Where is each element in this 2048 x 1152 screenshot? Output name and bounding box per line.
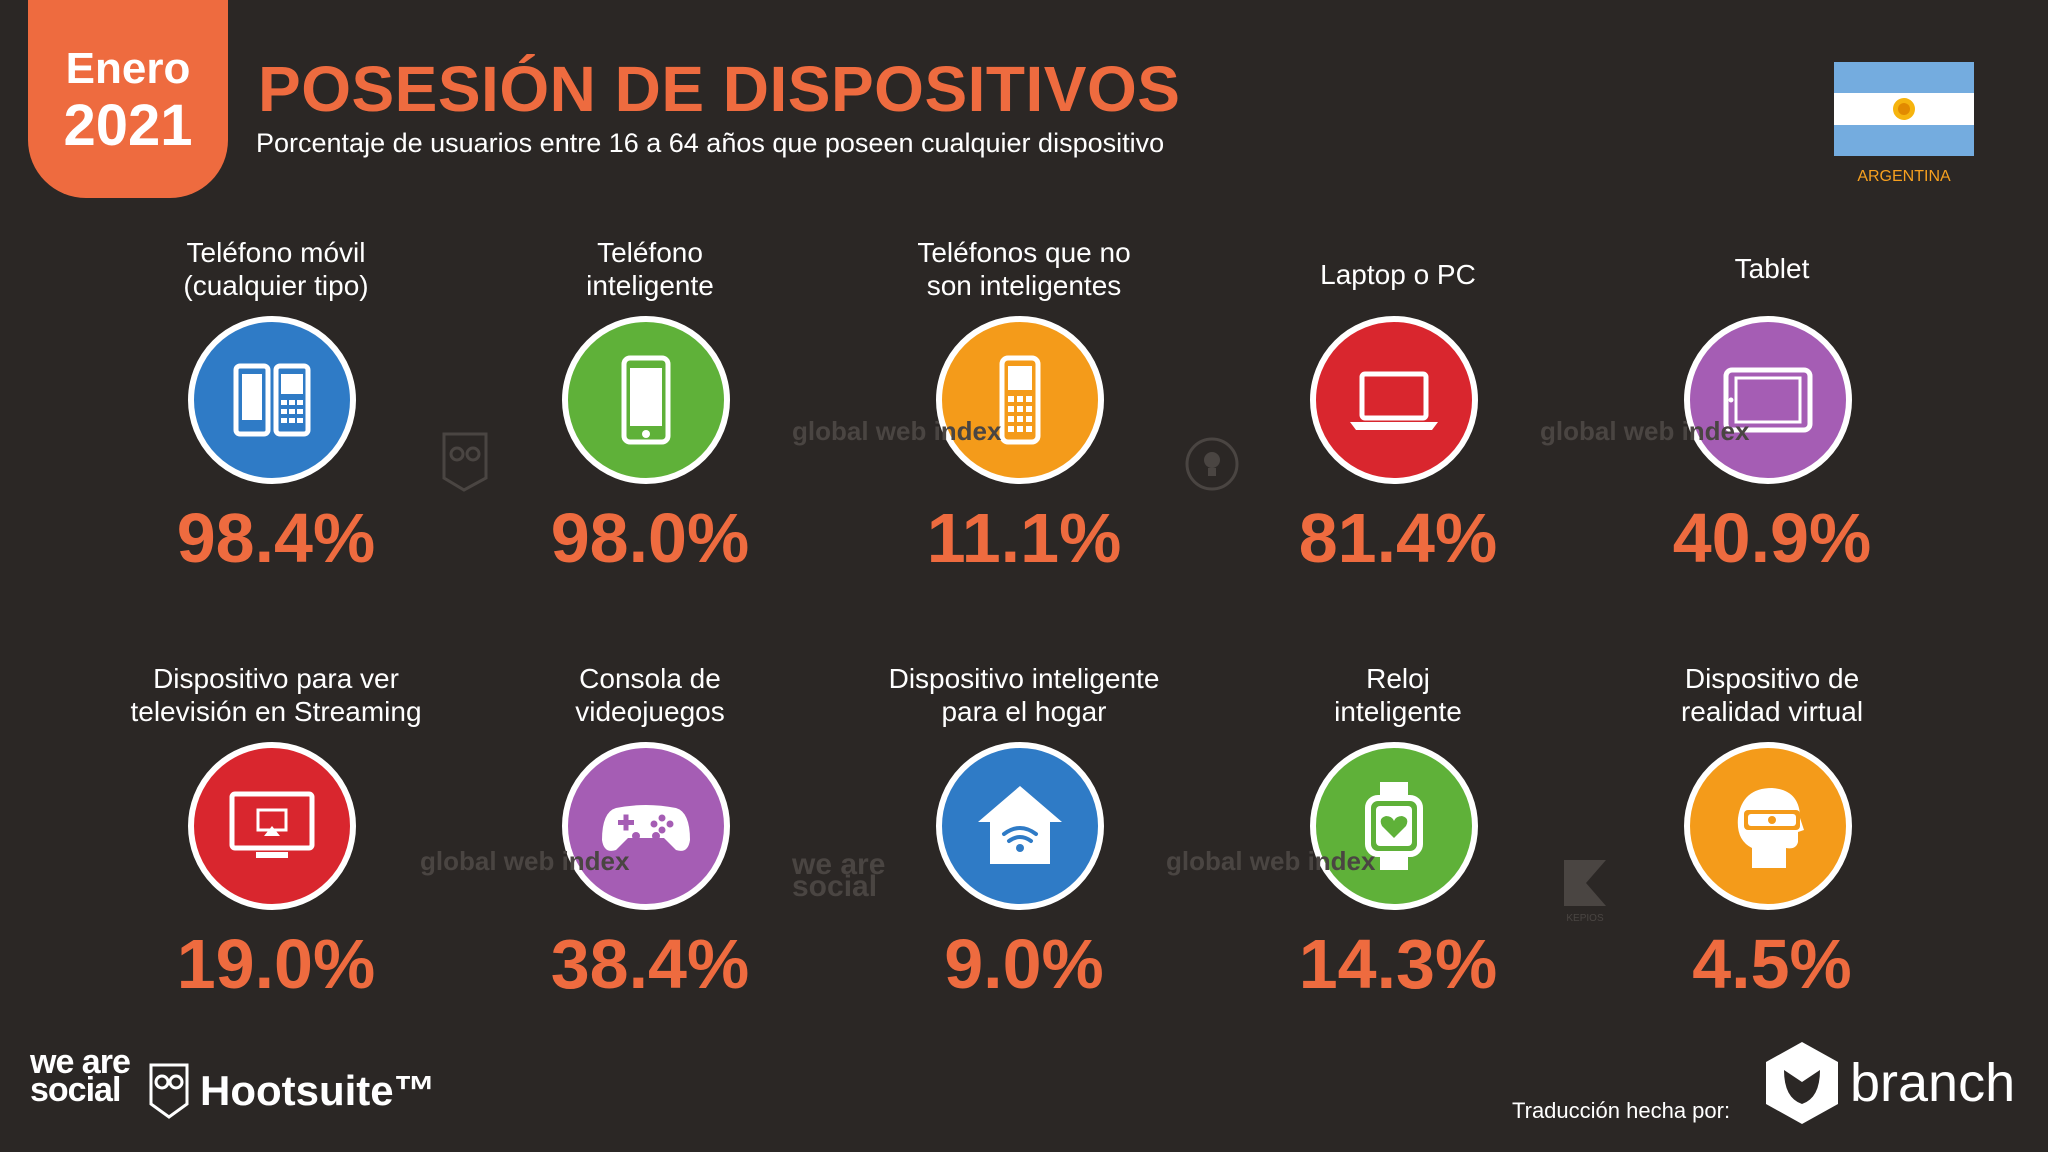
device-label: Dispositivo de realidad virtual bbox=[1680, 663, 1864, 727]
vr-headset-icon bbox=[1684, 742, 1852, 910]
device-card-smartwatch: Reloj inteligente 14.3% bbox=[1228, 662, 1568, 1003]
device-label: Teléfono móvil (cualquier tipo) bbox=[183, 237, 369, 301]
device-card-smartphone: Teléfono inteligente 98.0% bbox=[480, 236, 820, 577]
feature-phone-icon bbox=[936, 316, 1104, 484]
lightbulb-watermark-icon bbox=[1185, 437, 1239, 491]
device-value: 98.0% bbox=[550, 499, 750, 577]
device-card-streaming: Dispositivo para ver televisión en Stream… bbox=[106, 662, 446, 1003]
gwi-watermark: global web index bbox=[420, 846, 630, 876]
device-card-tablet: Tablet 40.9% bbox=[1602, 236, 1942, 577]
device-label: Dispositivo inteligente para el hogar bbox=[888, 663, 1160, 727]
device-label: Consola de videojuegos bbox=[575, 663, 725, 727]
device-value: 14.3% bbox=[1298, 925, 1498, 1003]
device-value: 19.0% bbox=[176, 925, 376, 1003]
device-value: 40.9% bbox=[1672, 499, 1872, 577]
device-value: 81.4% bbox=[1298, 499, 1498, 577]
device-card-feature-phone: Teléfonos que no son inteligentes 11.1% bbox=[854, 236, 1194, 577]
device-label: Reloj inteligente bbox=[1334, 663, 1462, 727]
mobile-phones-icon bbox=[188, 316, 356, 484]
device-value: 38.4% bbox=[550, 925, 750, 1003]
hootsuite-owl-watermark-icon bbox=[442, 432, 488, 492]
argentina-flag-icon bbox=[1834, 62, 1974, 156]
branch-logo: branch bbox=[1764, 1040, 2015, 1126]
device-label: Tablet bbox=[1734, 253, 1810, 284]
device-value: 4.5% bbox=[1692, 925, 1852, 1003]
device-label: Laptop o PC bbox=[1320, 259, 1476, 290]
device-label: Teléfono inteligente bbox=[586, 237, 714, 301]
device-value: 11.1% bbox=[926, 499, 1122, 577]
kepios-watermark-icon bbox=[1564, 860, 1606, 906]
gwi-watermark: global web index bbox=[1166, 846, 1376, 876]
hootsuite-logo: Hootsuite™ bbox=[148, 1062, 436, 1120]
kepios-watermark: KEPIOS bbox=[1560, 858, 1610, 924]
we-are-social-logo: we are social bbox=[30, 1043, 131, 1109]
device-label: Dispositivo para ver televisión en Stream… bbox=[130, 663, 422, 727]
translation-credit: Traducción hecha por: bbox=[1512, 1098, 1731, 1123]
smartphone-icon bbox=[562, 316, 730, 484]
device-value: 9.0% bbox=[944, 925, 1104, 1003]
gwi-watermark: global web index bbox=[1540, 416, 1750, 446]
country-label: ARGENTINA bbox=[1857, 168, 1951, 185]
page-subtitle: Porcentaje de usuarios entre 16 a 64 año… bbox=[256, 128, 1165, 158]
laptop-icon bbox=[1310, 316, 1478, 484]
gamepad-icon bbox=[562, 742, 730, 910]
branch-logo-icon bbox=[1766, 1042, 1838, 1124]
hootsuite-owl-icon bbox=[149, 1063, 189, 1119]
tablet-icon bbox=[1684, 316, 1852, 484]
page-title: POSESIÓN DE DISPOSITIVOS bbox=[258, 53, 1181, 125]
badge-year: 2021 bbox=[63, 93, 193, 158]
smart-home-icon bbox=[936, 742, 1104, 910]
device-card-vr: Dispositivo de realidad virtual 4.5% bbox=[1602, 662, 1942, 1003]
date-badge: Enero 2021 bbox=[28, 0, 228, 198]
device-card-mobile: Teléfono móvil (cualquier tipo) 98.4% bbox=[106, 236, 446, 577]
device-card-console: Consola de videojuegos 38.4% bbox=[480, 662, 820, 1003]
device-card-smart-home: Dispositivo inteligente para el hogar 9.0… bbox=[854, 662, 1194, 1003]
gwi-watermark: global web index bbox=[792, 416, 1002, 446]
device-label: Teléfonos que no son inteligentes bbox=[917, 237, 1131, 301]
was-watermark: we are social bbox=[792, 848, 886, 903]
device-value: 98.4% bbox=[176, 499, 376, 577]
device-card-laptop: Laptop o PC 81.4% bbox=[1228, 236, 1568, 577]
streaming-tv-icon bbox=[188, 742, 356, 910]
badge-month: Enero bbox=[65, 44, 191, 93]
smartwatch-icon bbox=[1310, 742, 1478, 910]
